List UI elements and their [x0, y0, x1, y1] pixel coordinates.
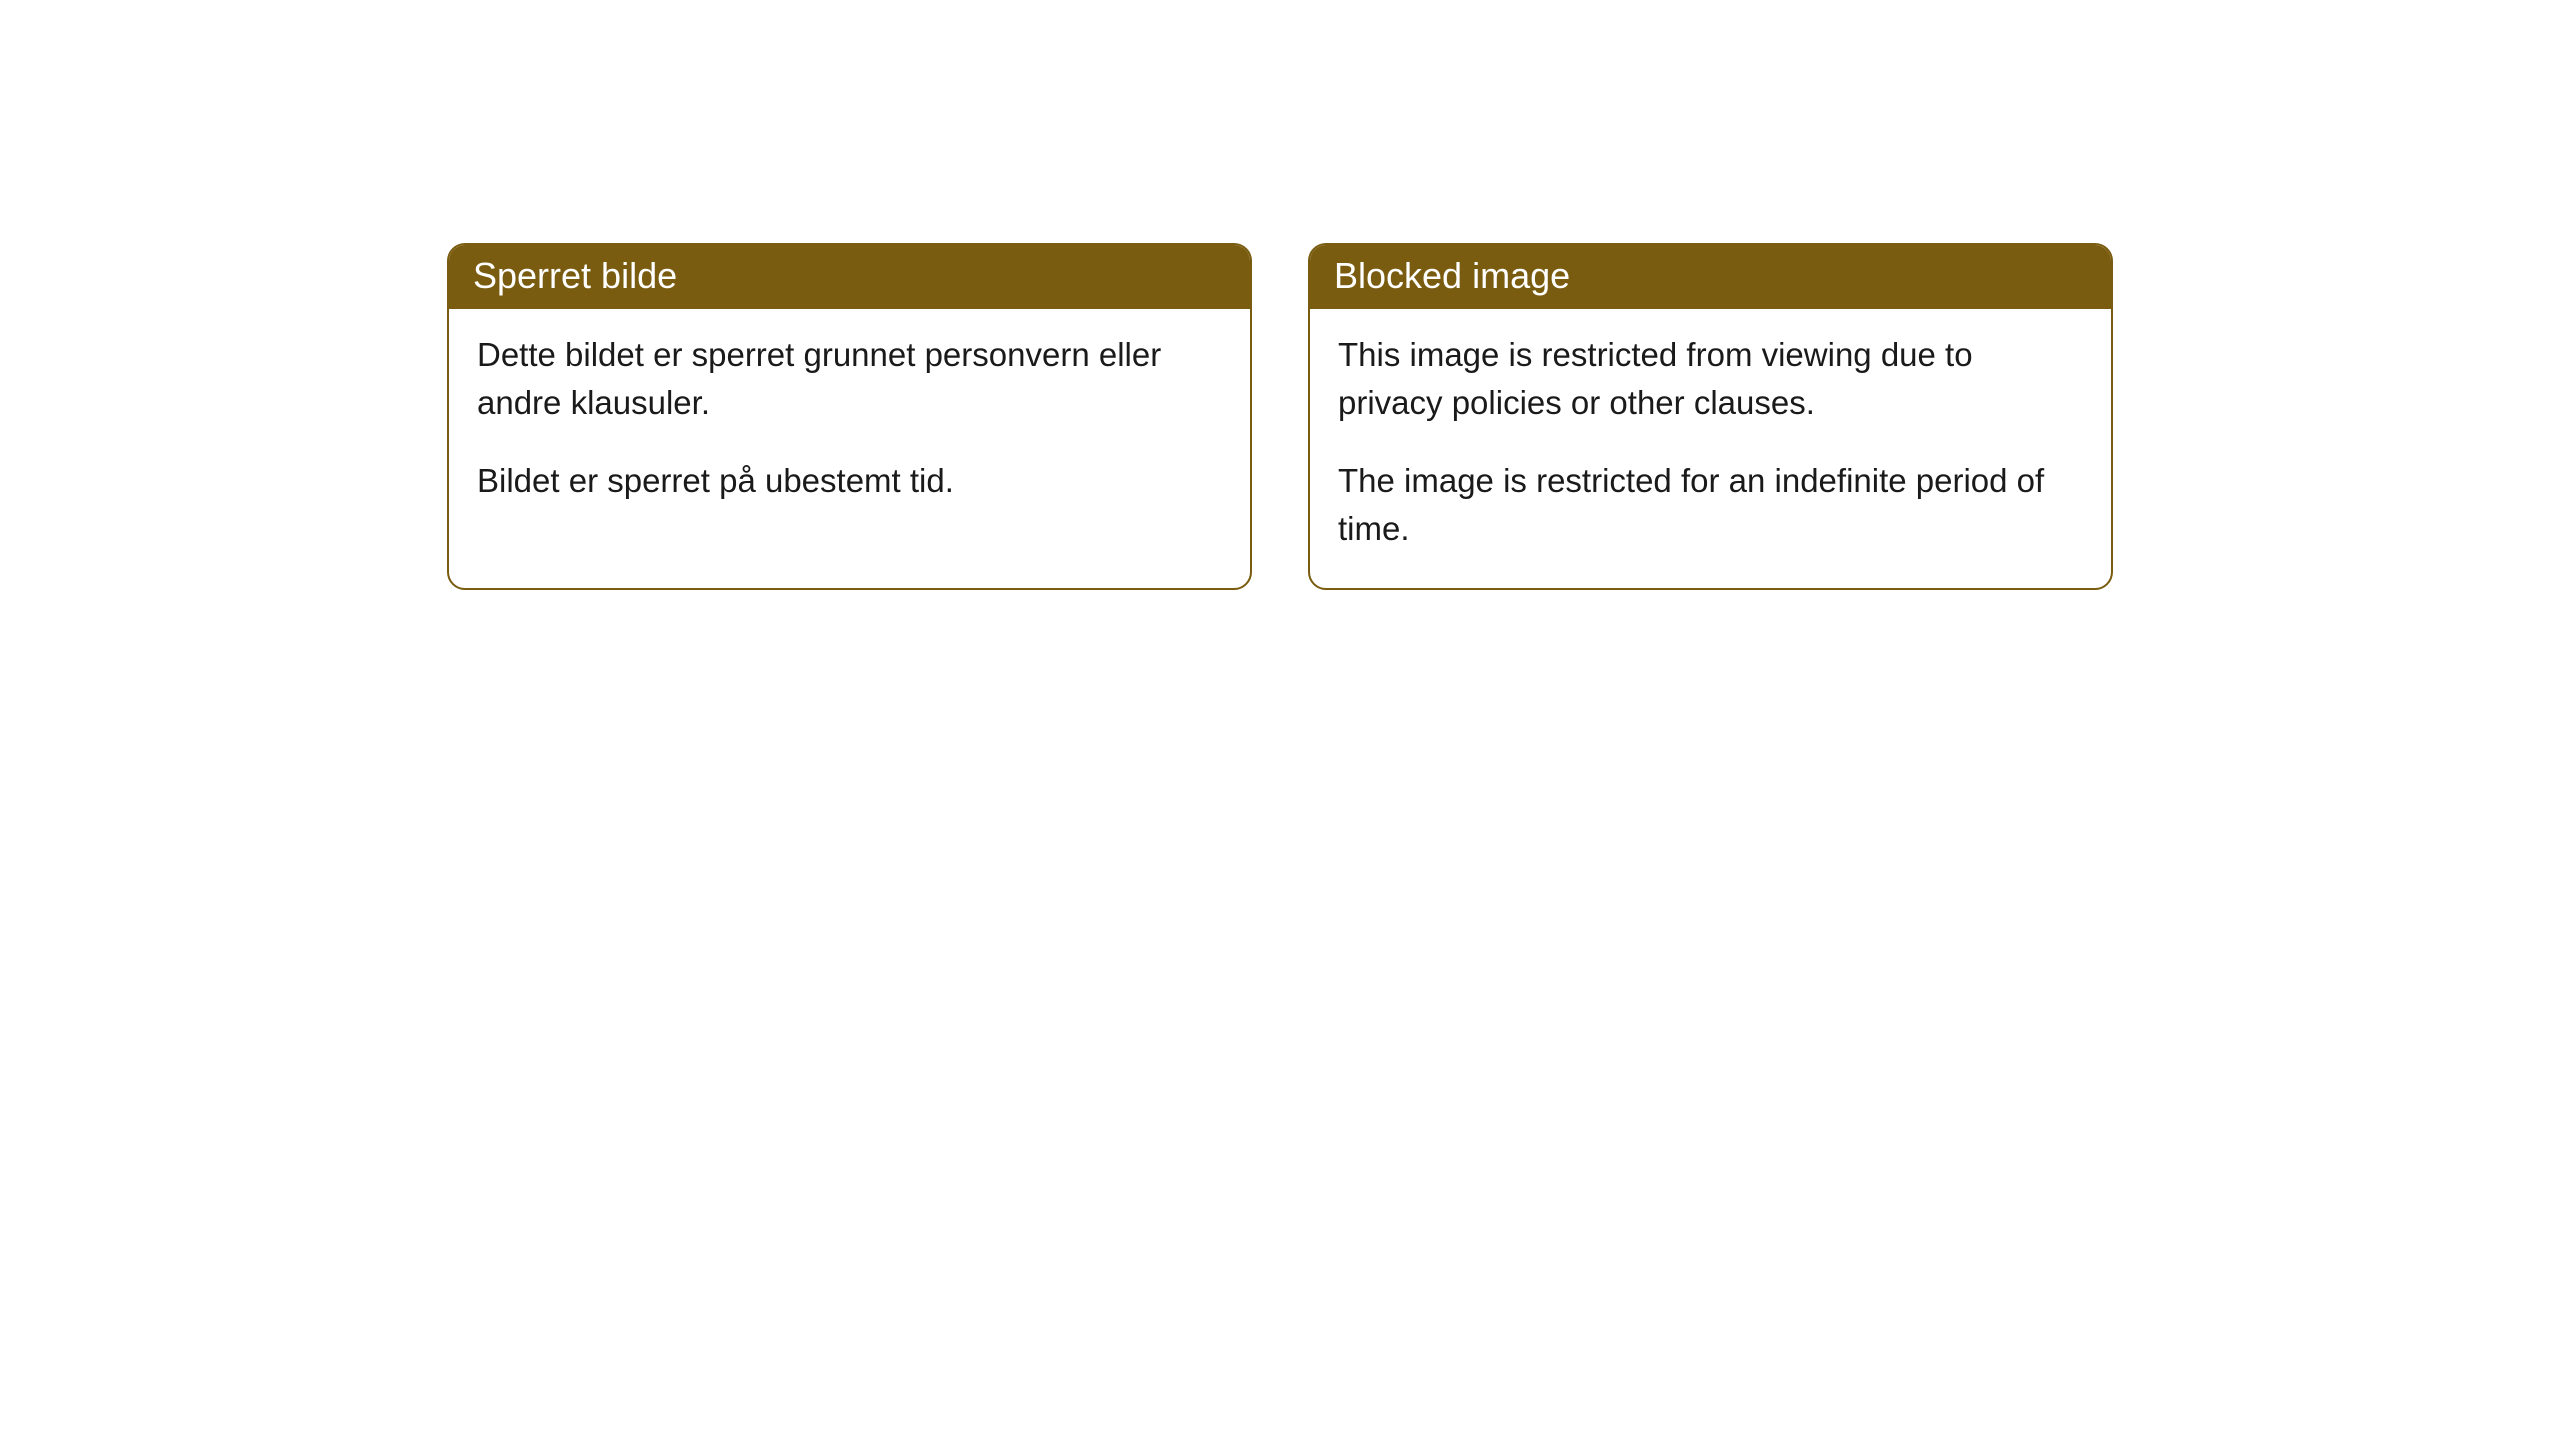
notice-box-norwegian: Sperret bilde Dette bildet er sperret gr… [447, 243, 1252, 590]
notice-header-english: Blocked image [1310, 245, 2111, 309]
notice-body-english: This image is restricted from viewing du… [1310, 309, 2111, 588]
notice-header-norwegian: Sperret bilde [449, 245, 1250, 309]
notice-box-english: Blocked image This image is restricted f… [1308, 243, 2113, 590]
notice-paragraph: Dette bildet er sperret grunnet personve… [477, 331, 1222, 427]
notice-title-norwegian: Sperret bilde [473, 255, 677, 296]
notice-title-english: Blocked image [1334, 255, 1570, 296]
notice-paragraph: The image is restricted for an indefinit… [1338, 457, 2083, 553]
notice-paragraph: Bildet er sperret på ubestemt tid. [477, 457, 1222, 505]
notice-paragraph: This image is restricted from viewing du… [1338, 331, 2083, 427]
notice-container: Sperret bilde Dette bildet er sperret gr… [447, 243, 2113, 590]
notice-body-norwegian: Dette bildet er sperret grunnet personve… [449, 309, 1250, 541]
